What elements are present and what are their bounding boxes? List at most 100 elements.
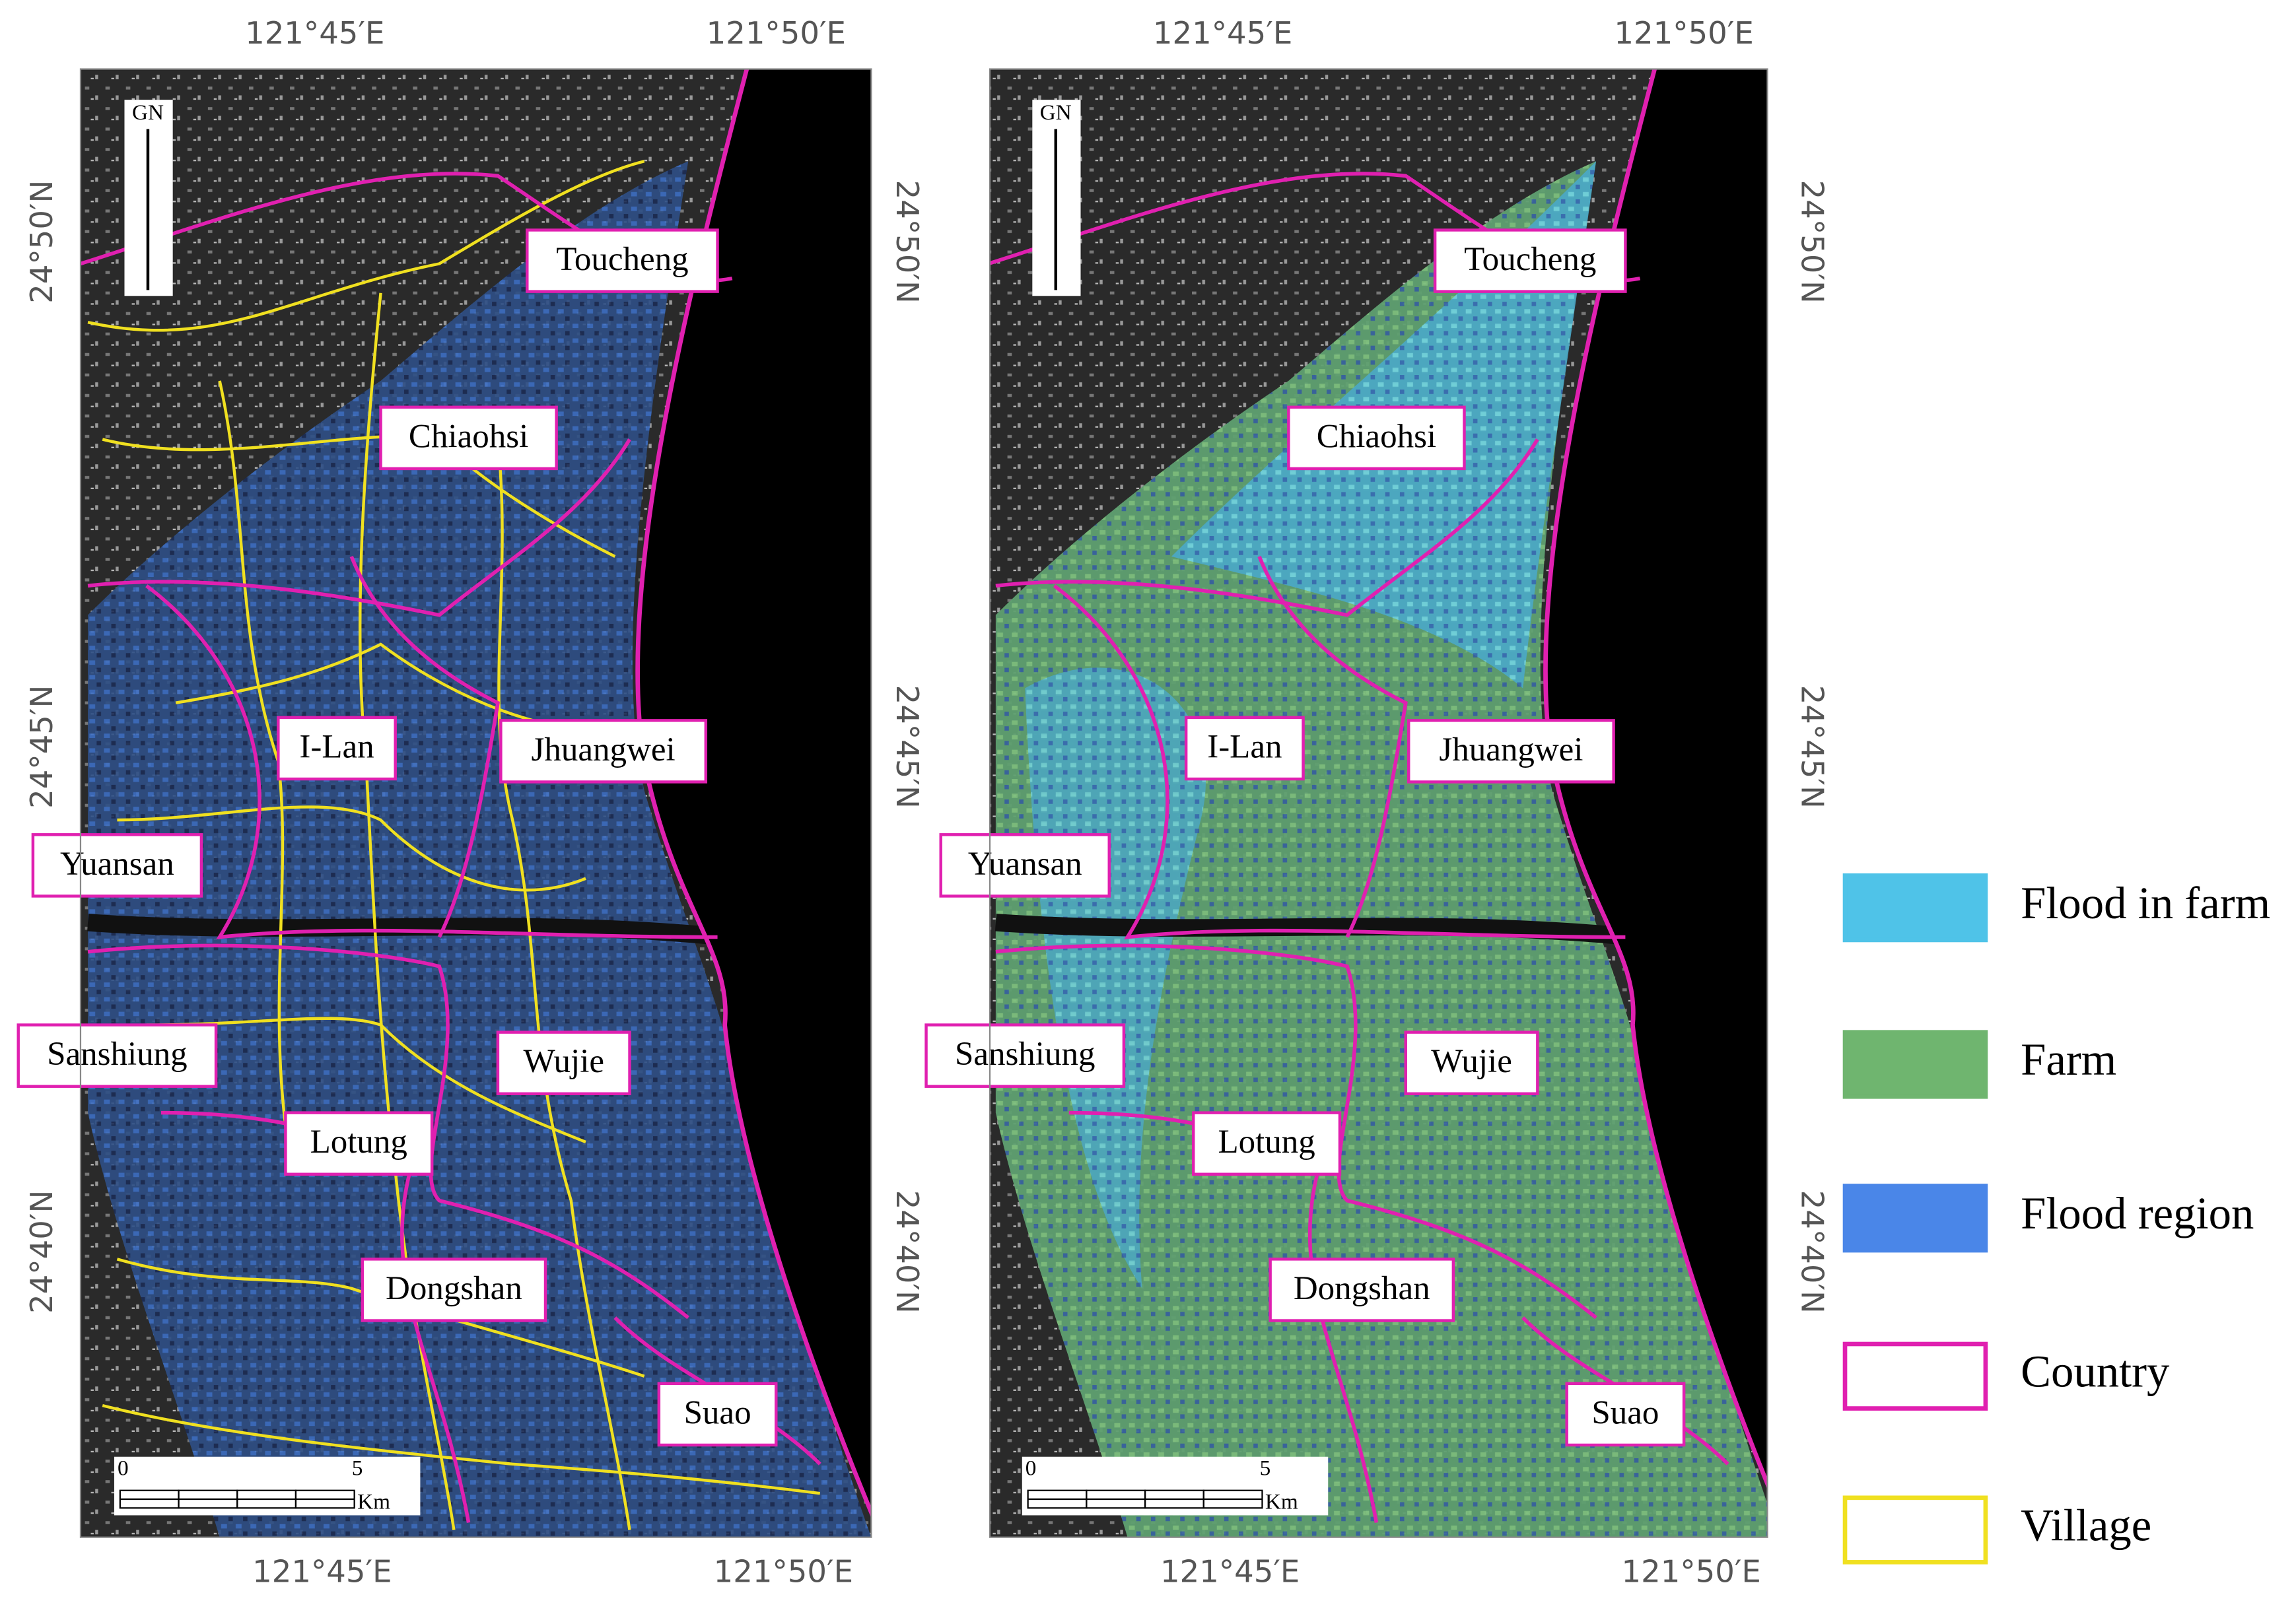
right-coord: 24°45′N: [1794, 685, 1830, 809]
county-boundary: [995, 438, 1539, 617]
county-boundary: [349, 555, 501, 938]
place-box: [499, 719, 708, 784]
place-label: Chiaohsi: [409, 418, 528, 455]
county-boundary: [87, 943, 689, 1320]
bottom-coord: 121°45′E: [252, 1554, 392, 1590]
top-coord: 121°50′E: [707, 15, 846, 51]
place-box: [526, 228, 719, 293]
place-box: [1433, 228, 1627, 293]
maps: GN 0 5 Km Toucheng Chiaohsi I-Lan Jhuangwei Yuan…: [17, 15, 1830, 1590]
top-coord: 121°45′E: [1153, 15, 1292, 51]
river: [87, 914, 726, 946]
place-label: Jhuangwei: [1439, 731, 1583, 768]
place-box: [924, 1023, 1126, 1088]
place-label: Chiaohsi: [1317, 418, 1436, 455]
legend-swatch: [1842, 1030, 1988, 1099]
sea: [1545, 69, 1768, 1484]
county-boundary: [160, 1110, 471, 1524]
place-label: Dongshan: [386, 1270, 522, 1307]
place-box: [284, 1111, 434, 1176]
county-boundary: [87, 438, 631, 617]
county-boundary: [995, 943, 1597, 1320]
place-label: Suao: [1591, 1394, 1659, 1431]
flood-area: [88, 161, 872, 1537]
bottom-coord: 121°50′E: [1622, 1554, 1761, 1590]
farm-area: [995, 161, 1768, 1537]
scale-tick: 0: [1026, 1456, 1037, 1480]
place-box: [277, 716, 397, 781]
legend-swatch: [1842, 873, 1988, 943]
legend-label: Flood region: [2021, 1188, 2254, 1238]
left-coord: 24°50′N: [889, 180, 925, 304]
place-label: Toucheng: [556, 241, 688, 278]
place-label: Yuansan: [968, 846, 1082, 883]
bottom-coord: 121°50′E: [714, 1554, 853, 1590]
place-label: Jhuangwei: [532, 731, 676, 768]
place-box: [1184, 716, 1305, 781]
village-boundary: [87, 160, 645, 332]
legend-label: Farm: [2021, 1034, 2116, 1085]
legend-label: Country: [2021, 1347, 2170, 1397]
scale-tick: 0: [118, 1456, 129, 1480]
map-panel: GN 0 5 Km Toucheng Chiaohsi I-Lan Jhuangwei Yuan…: [17, 15, 872, 1590]
place-label: Wujie: [523, 1043, 604, 1080]
legend-label: Flood in farm: [2021, 878, 2270, 928]
county-boundary: [145, 584, 718, 939]
bottom-coord: 121°45′E: [1160, 1554, 1300, 1590]
village-boundary: [358, 292, 456, 1530]
river: [994, 914, 1634, 946]
left-coord: 24°40′N: [24, 1190, 59, 1314]
place-label: Suao: [684, 1394, 751, 1431]
place-box: [1407, 719, 1615, 784]
place-label: Sanshiung: [47, 1036, 188, 1073]
north-label: GN: [1040, 100, 1072, 125]
village-boundary: [116, 1258, 645, 1378]
coast-boundary: [635, 69, 872, 1518]
left-coord: 24°50′N: [24, 180, 59, 304]
village-boundary: [102, 1403, 821, 1495]
right-coord: 24°40′N: [1794, 1190, 1830, 1314]
map-frame: [79, 68, 872, 1538]
place-label: I-Lan: [299, 728, 374, 765]
legend-label: Village: [2021, 1500, 2151, 1550]
place-box: [657, 1382, 778, 1447]
place-label: Lotung: [310, 1124, 407, 1161]
map-body: [80, 69, 872, 1537]
place-label: Yuansan: [60, 846, 174, 883]
legend: Flood in farm Farm Flood region Country Vill…: [1842, 873, 2270, 1565]
right-coord: 24°50′N: [1794, 180, 1830, 304]
sea: [637, 69, 872, 1513]
place-box: [496, 1030, 631, 1096]
place-box: [379, 405, 558, 471]
north-label: GN: [132, 100, 164, 125]
place-box: [1269, 1258, 1455, 1322]
legend-swatch: [1842, 1341, 1988, 1411]
left-coord: 24°40′N: [889, 1190, 925, 1314]
place-box: [1404, 1030, 1539, 1096]
place-label: Toucheng: [1464, 241, 1596, 278]
scale-box: [1022, 1456, 1329, 1516]
top-coord: 121°45′E: [245, 15, 384, 51]
county-boundary: [1257, 555, 1408, 938]
place-box: [17, 1023, 218, 1088]
place-label: Lotung: [1218, 1124, 1315, 1161]
scale-unit: Km: [1265, 1489, 1298, 1514]
place-label: I-Lan: [1207, 728, 1282, 765]
map-panel: GN 0 5 Km Toucheng Chiaohsi I-Lan Jhuangwei Yuan…: [889, 15, 1830, 1590]
place-label: Wujie: [1431, 1043, 1512, 1080]
scale-box: [114, 1456, 421, 1516]
left-coord: 24°45′N: [24, 685, 59, 809]
flood-area: [1025, 667, 1206, 1289]
place-box: [1287, 405, 1466, 471]
county-boundary: [1053, 584, 1626, 939]
place-box: [1192, 1111, 1342, 1176]
village-boundary: [496, 439, 631, 1530]
map-frame: [989, 68, 1768, 1538]
scale-tick: 5: [1260, 1456, 1271, 1480]
county-boundary: [1068, 1110, 1379, 1524]
legend-swatch: [1842, 1184, 1988, 1253]
place-box: [361, 1258, 547, 1322]
place-box: [31, 833, 203, 898]
